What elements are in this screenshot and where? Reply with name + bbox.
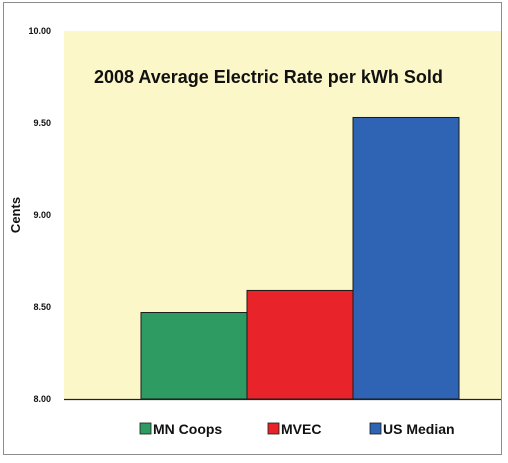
y-tick-label: 8.00 <box>33 394 51 404</box>
legend-swatch <box>267 422 280 435</box>
chart-title: 2008 Average Electric Rate per kWh Sold <box>94 67 443 87</box>
y-tick-label: 10.00 <box>28 26 51 36</box>
y-axis-title: Cents <box>8 197 23 233</box>
chart-frame: 8.00 8.50 9.00 9.50 10.00 2008 Average Elect… <box>3 2 502 455</box>
legend-swatch <box>139 422 152 435</box>
y-axis-ticks: 8.00 8.50 9.00 9.50 10.00 <box>28 26 51 404</box>
bar <box>352 116 460 400</box>
bar <box>246 289 354 400</box>
y-tick-label: 9.00 <box>33 210 51 220</box>
bar <box>140 312 248 400</box>
legend-label: MN Coops <box>153 421 222 437</box>
legend-label: MVEC <box>281 421 321 437</box>
legend-item: MN Coops <box>139 421 222 437</box>
legend-item: MVEC <box>267 421 321 437</box>
legend: MN Coops MVEC US Median <box>139 421 455 437</box>
legend-label: US Median <box>383 421 455 437</box>
legend-swatch <box>369 422 382 435</box>
bar-chart: 8.00 8.50 9.00 9.50 10.00 2008 Average Elect… <box>8 26 501 437</box>
y-tick-label: 9.50 <box>33 118 51 128</box>
y-tick-label: 8.50 <box>33 302 51 312</box>
bars <box>140 116 460 400</box>
legend-item: US Median <box>369 421 455 437</box>
